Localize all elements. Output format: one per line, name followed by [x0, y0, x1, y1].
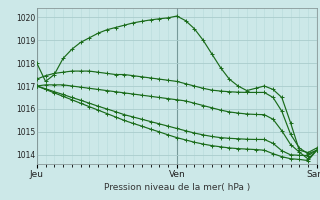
X-axis label: Pression niveau de la mer( hPa ): Pression niveau de la mer( hPa )	[104, 183, 250, 192]
